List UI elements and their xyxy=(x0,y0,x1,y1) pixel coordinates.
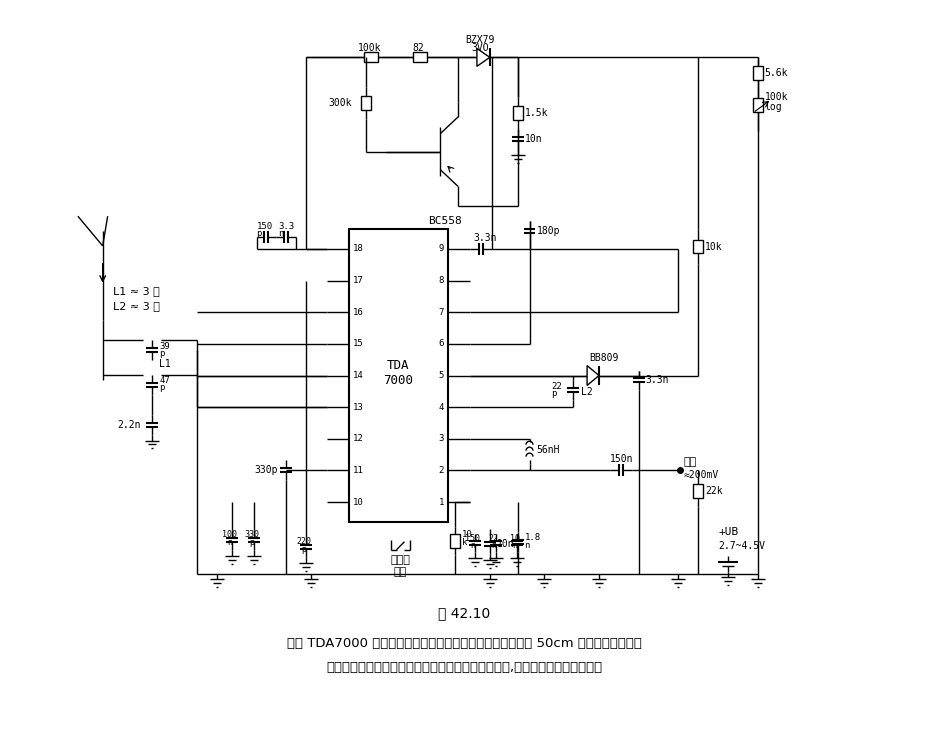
Text: BB809: BB809 xyxy=(589,353,617,363)
Text: 100k: 100k xyxy=(358,44,381,53)
Text: 9: 9 xyxy=(438,244,444,253)
Polygon shape xyxy=(476,48,489,66)
Text: 开关: 开关 xyxy=(393,566,407,577)
Bar xyxy=(512,106,522,120)
Bar xyxy=(752,98,762,112)
Text: 无噪声: 无噪声 xyxy=(390,555,410,565)
Bar xyxy=(692,240,703,253)
Text: L2 ≈ 3 匝: L2 ≈ 3 匝 xyxy=(112,301,159,312)
Text: 13: 13 xyxy=(352,403,363,412)
Text: 5: 5 xyxy=(438,371,444,380)
Text: 1.8: 1.8 xyxy=(524,533,540,542)
Text: 220: 220 xyxy=(297,537,311,546)
Text: n: n xyxy=(470,541,475,550)
Text: 10: 10 xyxy=(352,498,363,507)
Bar xyxy=(692,484,703,498)
Text: 22k: 22k xyxy=(705,486,722,496)
Text: BZX79: BZX79 xyxy=(464,35,494,44)
Text: 150: 150 xyxy=(465,534,480,543)
Bar xyxy=(450,534,460,547)
Bar xyxy=(752,66,762,80)
Bar xyxy=(349,229,448,522)
Text: 2: 2 xyxy=(438,466,444,475)
Polygon shape xyxy=(587,366,598,385)
Text: n: n xyxy=(278,228,284,237)
Text: 15: 15 xyxy=(352,339,363,348)
Text: 低频: 低频 xyxy=(682,457,696,467)
Text: 12: 12 xyxy=(352,434,363,443)
Text: 3.3: 3.3 xyxy=(278,222,294,231)
Text: p: p xyxy=(159,348,164,357)
Text: 39: 39 xyxy=(159,342,170,351)
Text: 3VO: 3VO xyxy=(471,44,489,53)
Text: 10k: 10k xyxy=(705,242,722,252)
Text: 5.6k: 5.6k xyxy=(764,68,787,78)
Text: 4: 4 xyxy=(438,403,444,412)
Text: 10: 10 xyxy=(509,534,519,543)
Text: 150: 150 xyxy=(256,222,273,231)
Text: 330: 330 xyxy=(244,530,259,539)
Text: 8: 8 xyxy=(438,276,444,285)
Text: 10n: 10n xyxy=(524,134,541,143)
Text: 3.3n: 3.3n xyxy=(473,233,496,243)
Text: 150n: 150n xyxy=(609,454,633,465)
Text: k: k xyxy=(462,538,467,547)
Text: n: n xyxy=(227,538,232,547)
Text: 82: 82 xyxy=(412,44,424,53)
Text: 22: 22 xyxy=(489,534,498,543)
Text: 采用 TDA7000 可以构成一个完整的超短波接收机电路。采用 50cm 立方形天线。元器: 采用 TDA7000 可以构成一个完整的超短波接收机电路。采用 50cm 立方形… xyxy=(286,637,641,650)
Text: L1: L1 xyxy=(159,359,171,369)
Text: 47: 47 xyxy=(159,376,170,385)
Text: 16: 16 xyxy=(352,308,363,317)
Text: 14: 14 xyxy=(352,371,363,380)
Text: 6: 6 xyxy=(438,339,444,348)
Text: p: p xyxy=(551,389,556,398)
Text: TDA: TDA xyxy=(387,359,410,372)
Text: 图 42.10: 图 42.10 xyxy=(438,606,489,620)
Text: 180p: 180p xyxy=(536,226,559,236)
Bar xyxy=(361,96,370,110)
Text: n: n xyxy=(512,541,516,550)
Text: 22: 22 xyxy=(551,382,562,391)
Text: log: log xyxy=(764,102,781,112)
Text: 300k: 300k xyxy=(327,98,351,108)
Text: 件直接焊在薄板上而不需要插座。导线要求尽可能短,电容可以采用陶瓷结构。: 件直接焊在薄板上而不需要插座。导线要求尽可能短,电容可以采用陶瓷结构。 xyxy=(325,662,602,674)
Text: L2: L2 xyxy=(580,388,592,397)
Text: n: n xyxy=(490,541,496,550)
Text: 10n: 10n xyxy=(496,538,514,549)
Text: 1.5k: 1.5k xyxy=(524,108,548,118)
Text: 56nH: 56nH xyxy=(536,445,559,454)
Text: p: p xyxy=(301,545,306,554)
Text: 330p: 330p xyxy=(254,466,278,475)
Text: 100k: 100k xyxy=(764,92,787,102)
Text: 100: 100 xyxy=(222,530,237,539)
Text: 2.2n: 2.2n xyxy=(118,420,141,430)
Text: BC558: BC558 xyxy=(427,216,462,226)
Text: 7: 7 xyxy=(438,308,444,317)
Text: 11: 11 xyxy=(352,466,363,475)
Text: ≈200mV: ≈200mV xyxy=(682,470,717,481)
Bar xyxy=(363,53,377,62)
Text: 17: 17 xyxy=(352,276,363,285)
Text: p: p xyxy=(159,384,164,393)
Bar xyxy=(413,53,426,62)
Text: p: p xyxy=(256,228,261,237)
Text: 3.3n: 3.3n xyxy=(645,376,668,385)
Text: 1: 1 xyxy=(438,498,444,507)
Text: n: n xyxy=(524,541,529,550)
Text: +UB: +UB xyxy=(717,527,738,537)
Text: p: p xyxy=(248,538,254,547)
Text: 7000: 7000 xyxy=(383,374,413,387)
Text: 18: 18 xyxy=(352,244,363,253)
Text: L1 ≈ 3 匝: L1 ≈ 3 匝 xyxy=(112,285,159,296)
Text: 10: 10 xyxy=(462,530,472,539)
Text: 3: 3 xyxy=(438,434,444,443)
Text: 2.7~4.5V: 2.7~4.5V xyxy=(717,541,764,550)
